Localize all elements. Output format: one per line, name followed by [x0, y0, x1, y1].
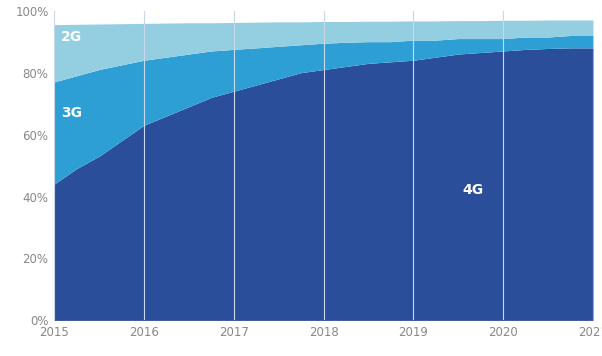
Text: 2G: 2G	[61, 30, 82, 44]
Text: 3G: 3G	[61, 106, 82, 120]
Text: 4G: 4G	[463, 183, 484, 197]
